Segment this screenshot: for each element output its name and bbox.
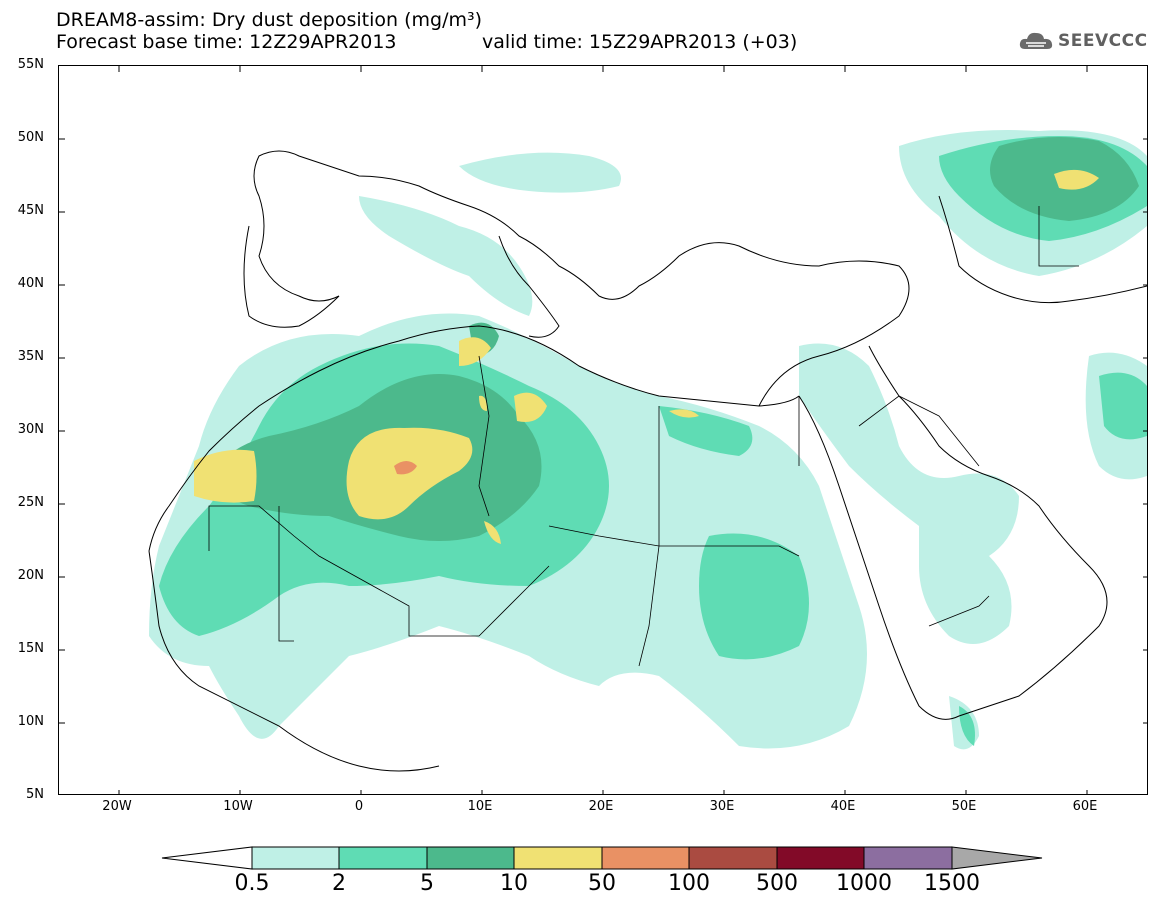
colorbar-swatch <box>251 846 340 870</box>
colorbar-label: 100 <box>668 871 710 896</box>
axis-ticks <box>59 66 1147 794</box>
logo-text: SEEVCCC <box>1058 31 1148 51</box>
colorbar-swatch <box>863 846 953 870</box>
colorbar-label: 5 <box>420 871 434 896</box>
lon-label: 20E <box>588 799 614 814</box>
coastlines <box>148 150 1147 772</box>
colorbar-swatch <box>513 846 603 870</box>
lat-label: 20N <box>17 568 44 583</box>
dust-deposition-map <box>58 65 1148 795</box>
colorbar-swatch <box>688 846 778 870</box>
deposition-level-50 <box>394 461 417 475</box>
deposition-level-10 <box>194 169 1099 544</box>
colorbar-label: 500 <box>756 871 798 896</box>
colorbar-label: 2 <box>332 871 346 896</box>
lat-label: 10N <box>17 714 44 729</box>
colorbar-label: 50 <box>588 871 616 896</box>
colorbar-swatch <box>776 846 865 870</box>
lon-label: 10E <box>467 799 493 814</box>
lat-label: 15N <box>17 641 44 656</box>
lat-label: 35N <box>17 349 44 364</box>
lon-label: 30E <box>709 799 735 814</box>
colorbar-label: 1000 <box>836 871 892 896</box>
lat-label: 40N <box>17 276 44 291</box>
lat-label: 25N <box>17 495 44 510</box>
lat-label: 30N <box>17 422 44 437</box>
colorbar-swatch <box>601 846 690 870</box>
country-borders <box>208 206 1079 667</box>
colorbar-label: 10 <box>500 871 528 896</box>
lon-label: 50E <box>951 799 977 814</box>
map-title: DREAM8-assim: Dry dust deposition (mg/m³… <box>56 9 483 31</box>
lat-label: 55N <box>17 57 44 72</box>
lat-label: 50N <box>17 130 44 145</box>
colorbar-low-arrow <box>161 846 253 870</box>
cloud-logo-icon <box>1019 32 1053 49</box>
lon-label: 0 <box>354 799 364 814</box>
lon-label: 60E <box>1072 799 1098 814</box>
lat-label: 5N <box>26 787 44 802</box>
forecast-base-time: Forecast base time: 12Z29APR2013 <box>56 31 397 53</box>
lon-label: 20W <box>102 799 132 814</box>
map-canvas <box>59 66 1147 794</box>
seevccc-logo: SEEVCCC <box>1018 27 1148 55</box>
colorbar-swatch <box>426 846 515 870</box>
lat-label: 45N <box>17 203 44 218</box>
lon-label: 40E <box>830 799 856 814</box>
colorbar-label: 0.5 <box>234 871 270 896</box>
colorbar <box>161 846 1043 870</box>
lon-label: 10W <box>223 799 253 814</box>
colorbar-high-arrow <box>951 846 1043 870</box>
colorbar-label: 1500 <box>924 871 980 896</box>
colorbar-swatch <box>338 846 428 870</box>
valid-time: valid time: 15Z29APR2013 (+03) <box>482 31 798 53</box>
